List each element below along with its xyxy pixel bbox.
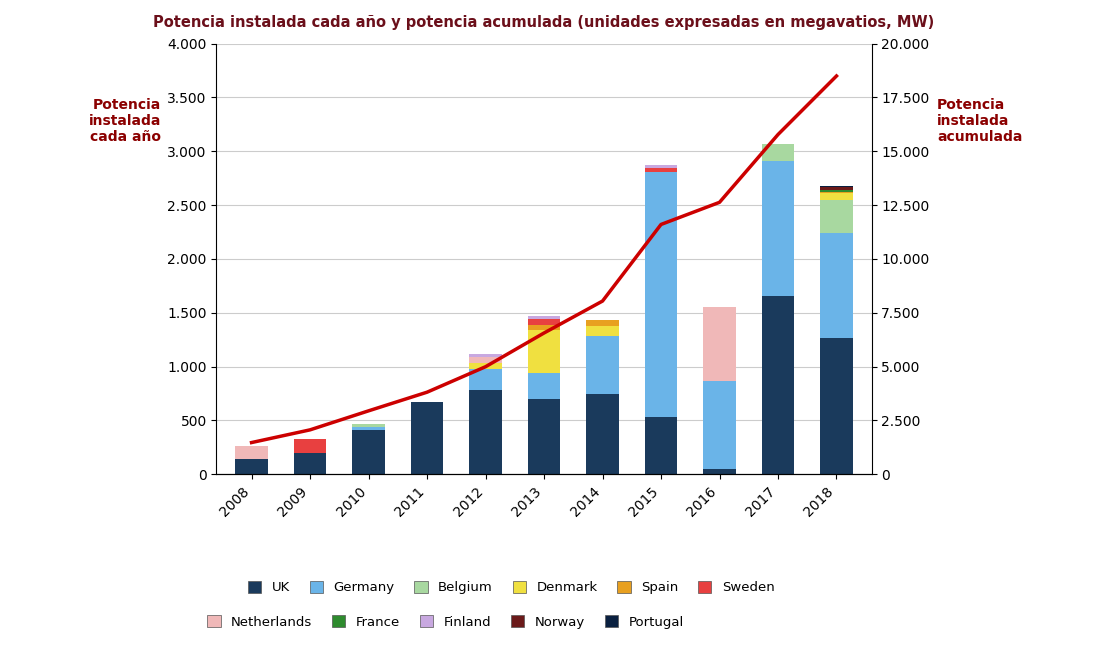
Bar [820, 233, 852, 338]
Bar [352, 427, 384, 430]
Bar [586, 337, 618, 394]
Bar [528, 319, 560, 325]
Bar [820, 200, 852, 233]
Bar [528, 316, 560, 319]
Bar [820, 189, 852, 192]
Y-axis label: Potencia
instalada
acumulada: Potencia instalada acumulada [937, 98, 1023, 145]
Bar [645, 417, 677, 475]
Bar [294, 439, 326, 452]
Bar [820, 193, 852, 200]
Bar [411, 402, 443, 475]
Bar [294, 452, 326, 475]
Bar [235, 447, 267, 459]
Bar [352, 424, 384, 427]
Bar [469, 368, 501, 391]
Bar [762, 296, 794, 475]
Bar [528, 399, 560, 475]
Bar [586, 320, 618, 326]
Bar [820, 338, 852, 475]
Bar [469, 357, 501, 363]
Bar [469, 363, 501, 368]
Bar [703, 469, 735, 475]
Y-axis label: Potencia
instalada
cada año: Potencia instalada cada año [88, 98, 160, 145]
Bar [469, 353, 501, 357]
Bar [586, 326, 618, 337]
Bar [820, 192, 852, 193]
Bar [762, 144, 794, 161]
Bar [645, 169, 677, 172]
Bar [820, 187, 852, 189]
Bar [703, 307, 735, 381]
Bar [762, 161, 794, 296]
Bar [645, 165, 677, 169]
Title: Potencia instalada cada año y potencia acumulada (unidades expresadas en megavat: Potencia instalada cada año y potencia a… [154, 15, 935, 30]
Bar [703, 381, 735, 469]
Bar [528, 325, 560, 330]
Bar [528, 330, 560, 373]
Bar [586, 394, 618, 475]
Bar [469, 391, 501, 475]
Bar [645, 172, 677, 417]
Bar [235, 459, 267, 475]
Bar [352, 430, 384, 475]
Bar [528, 373, 560, 399]
